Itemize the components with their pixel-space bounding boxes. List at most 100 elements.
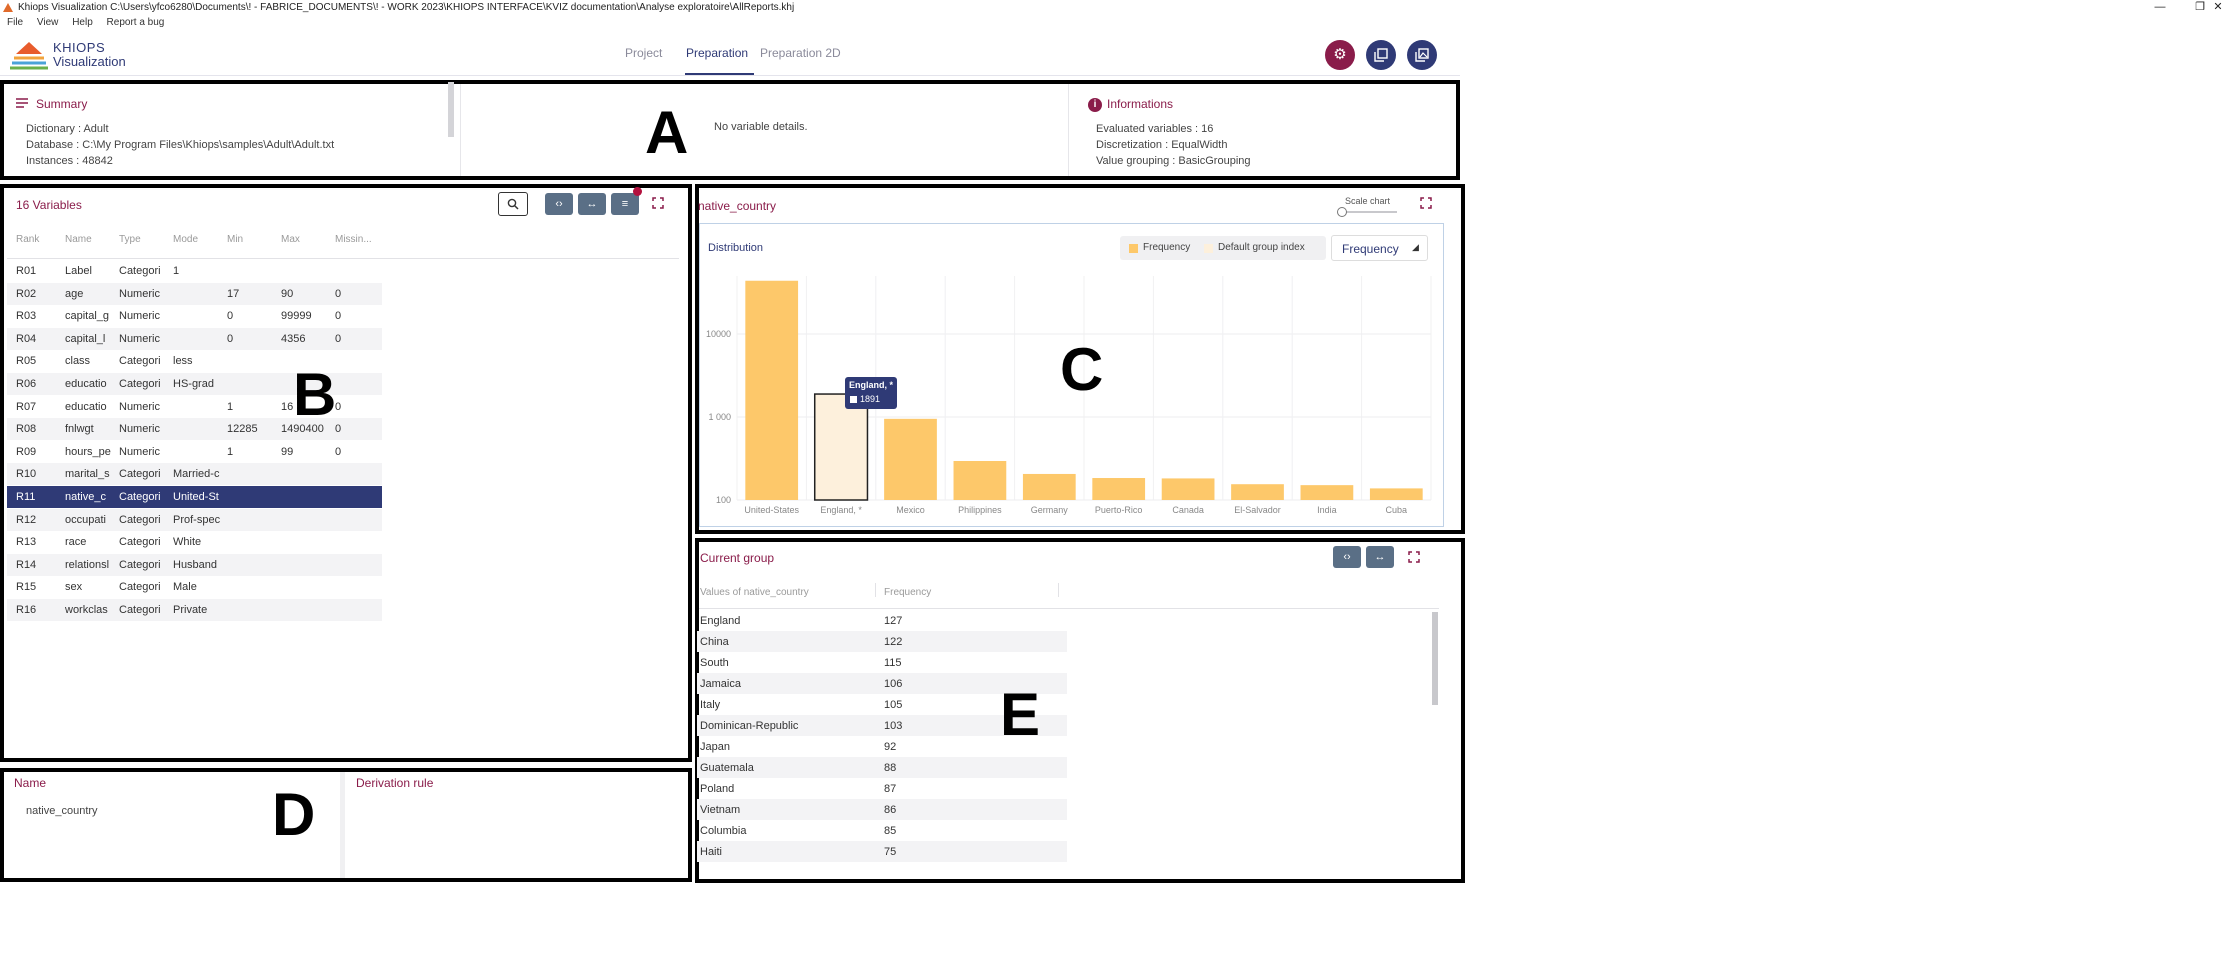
x-tick-label: Philippines [958, 505, 1002, 515]
variable-row[interactable]: R03 capital_g Numeric 0 99999 0 [7, 305, 382, 327]
restore-button[interactable]: ❐ [2195, 1, 2205, 13]
variable-row[interactable]: R11 native_c Categori United-St [7, 486, 382, 508]
distribution-chart[interactable]: 100 1 000 10000 United-States England, * Mexi… [695, 268, 1435, 528]
copy-button[interactable] [1366, 40, 1396, 70]
variable-cell: R04 [16, 332, 37, 345]
variable-row[interactable]: R08 fnlwgt Numeric 12285 1490400 0 [7, 418, 382, 441]
group-row[interactable]: Jamaica 106 [697, 673, 1067, 694]
variables-panel [0, 184, 692, 762]
search-button[interactable] [498, 192, 528, 216]
bar-united-states[interactable] [745, 280, 799, 500]
fit-columns-button[interactable]: ↔ [578, 193, 606, 215]
derivation-divider[interactable] [340, 772, 345, 878]
group-row[interactable]: Japan 92 [697, 736, 1067, 757]
summary-scrollbar[interactable] [448, 82, 454, 137]
chart-type-select[interactable]: Frequency ◢ [1331, 235, 1428, 261]
legend-default-group-index[interactable]: Default group index [1218, 242, 1305, 253]
variable-cell: Categori [119, 355, 161, 368]
col-name[interactable]: Name [65, 234, 92, 245]
col-rank[interactable]: Rank [16, 234, 40, 245]
filter-badge [633, 187, 642, 196]
filter-button[interactable]: ≡ [611, 193, 639, 215]
variable-row[interactable]: R01 Label Categori 1 [7, 260, 382, 282]
fullscreen-icon[interactable] [1408, 551, 1420, 563]
bar-england[interactable] [813, 393, 869, 501]
group-row[interactable]: South 115 [697, 652, 1067, 673]
code-icon: ‹› [555, 198, 563, 210]
bar-canada[interactable] [1161, 478, 1215, 500]
screenshot-button[interactable] [1407, 40, 1437, 70]
variable-cell: R13 [16, 536, 37, 549]
tab-project[interactable]: Project [625, 46, 663, 60]
variable-row[interactable]: R14 relationsl Categori Husband [7, 553, 382, 576]
app-icon [3, 3, 13, 12]
fullscreen-icon[interactable] [652, 197, 664, 209]
bar-philippines[interactable] [953, 461, 1007, 500]
menu-view[interactable]: View [36, 17, 59, 28]
close-button[interactable]: ✕ [2213, 1, 2223, 13]
group-row[interactable]: Poland 87 [697, 778, 1067, 799]
variable-row[interactable]: R06 educatio Categori HS-grad [7, 373, 382, 395]
col-frequency[interactable]: Frequency [884, 587, 932, 598]
fullscreen-icon[interactable] [1420, 197, 1432, 209]
group-row[interactable]: Vietnam 86 [697, 799, 1067, 820]
scale-slider-handle[interactable] [1337, 207, 1347, 217]
details-divider [1068, 84, 1069, 176]
group-scrollbar[interactable] [1432, 612, 1438, 705]
menu-help[interactable]: Help [72, 17, 93, 28]
group-row[interactable]: China 122 [697, 631, 1067, 652]
variable-row[interactable]: R02 age Numeric 17 90 0 [7, 282, 382, 305]
group-row[interactable]: Columbia 85 [697, 820, 1067, 841]
variable-cell: R14 [16, 558, 37, 571]
group-row[interactable]: Italy 105 [697, 694, 1067, 715]
col-type[interactable]: Type [119, 234, 141, 245]
variable-row[interactable]: R10 marital_s Categori Married-c [7, 463, 382, 486]
col-min[interactable]: Min [227, 234, 244, 245]
fit-columns-button[interactable]: ↔ [1366, 546, 1394, 568]
variable-row[interactable]: R16 workclas Categori Private [7, 599, 382, 621]
group-row[interactable]: England 127 [697, 610, 1067, 631]
group-row[interactable]: Guatemala 88 [697, 757, 1067, 778]
col-mode[interactable]: Mode [173, 234, 199, 245]
variable-row[interactable]: R12 occupati Categori Prof-spec [7, 508, 382, 531]
legend-frequency[interactable]: Frequency [1143, 242, 1191, 253]
variable-cell: R05 [16, 355, 37, 368]
menu-file[interactable]: File [7, 17, 24, 28]
tab-preparation[interactable]: Preparation [686, 46, 749, 60]
tab-preparation-2d[interactable]: Preparation 2D [760, 46, 841, 60]
variable-row[interactable]: R13 race Categori White [7, 531, 382, 553]
variable-cell: R01 [16, 265, 37, 277]
bar-cuba[interactable] [1369, 488, 1423, 500]
window-title: Khiops Visualization C:\Users\yfco6280\D… [18, 2, 795, 13]
chart-legend [1120, 236, 1326, 260]
variable-row[interactable]: R07 educatio Numeric 1 16 0 [7, 396, 382, 418]
variable-cell: 16 [281, 400, 294, 413]
collapse-columns-button[interactable]: ‹› [545, 193, 573, 215]
variable-row[interactable]: R04 capital_l Numeric 0 4356 0 [7, 327, 382, 350]
collapse-columns-button[interactable]: ‹› [1333, 546, 1361, 568]
group-cell: 122 [884, 636, 903, 648]
variable-row[interactable]: R15 sex Categori Male [7, 576, 382, 598]
bar-india[interactable] [1300, 485, 1354, 500]
settings-button[interactable]: ⚙ [1325, 40, 1355, 70]
bar-puerto-rico[interactable] [1092, 478, 1146, 500]
col-missing[interactable]: Missin... [335, 234, 372, 245]
list-icon [16, 98, 28, 108]
col-max[interactable]: Max [281, 234, 300, 245]
variable-cell: R12 [16, 513, 37, 526]
x-tick-label: United-States [744, 505, 799, 515]
variable-row[interactable]: R05 class Categori less [7, 350, 382, 372]
bar-mexico[interactable] [884, 418, 937, 500]
menu-report-bug[interactable]: Report a bug [106, 17, 165, 28]
variable-cell: educatio [65, 378, 107, 390]
group-row[interactable]: Haiti 75 [697, 841, 1067, 862]
bar-el-salvador[interactable] [1231, 484, 1284, 500]
variable-row[interactable]: R09 hours_pe Numeric 1 99 0 [7, 441, 382, 463]
minimize-button[interactable]: — [2154, 1, 2166, 13]
group-row[interactable]: Dominican-Republic 103 [697, 715, 1067, 736]
col-values[interactable]: Values of native_country [700, 587, 809, 598]
x-tick-label: India [1317, 505, 1337, 515]
variable-cell: Categori [119, 581, 161, 594]
bar-germany[interactable] [1022, 473, 1076, 500]
scale-slider-track[interactable] [1341, 211, 1397, 213]
